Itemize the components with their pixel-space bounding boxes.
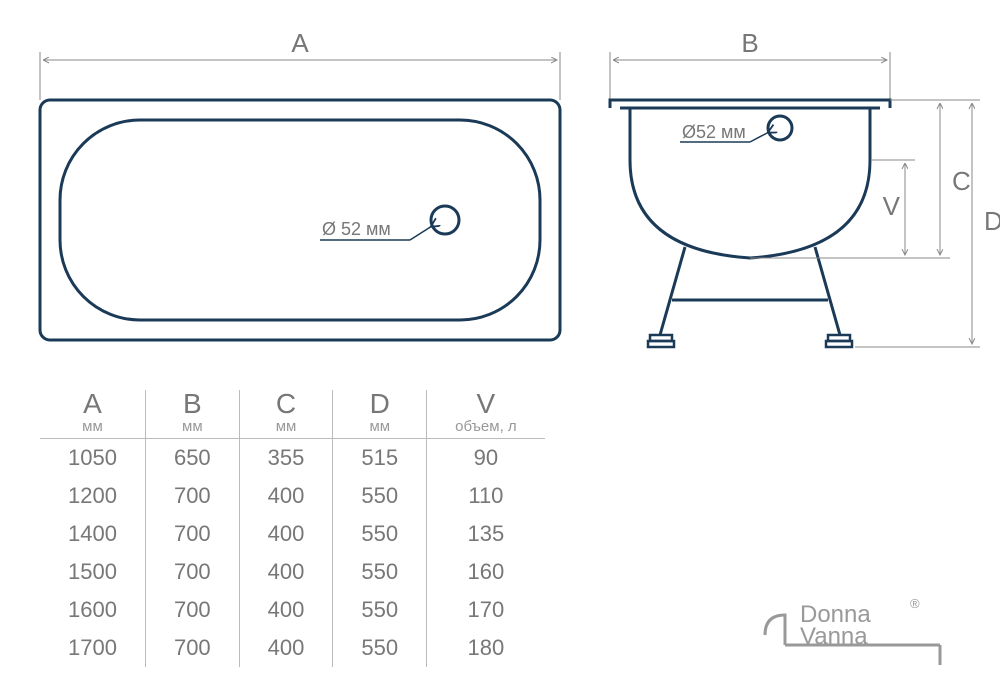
col-letter: C xyxy=(268,390,305,418)
table-cell: 700 xyxy=(145,477,239,515)
diagram-area: A Ø 52 мм B Ø52 мм xyxy=(0,0,1000,370)
col-letter: A xyxy=(68,390,117,418)
col-unit: мм xyxy=(361,418,398,436)
table-row: 105065035551590 xyxy=(40,439,545,478)
table-cell: 400 xyxy=(239,515,333,553)
table-cell: 355 xyxy=(239,439,333,478)
col-unit: мм xyxy=(68,418,117,436)
top-drain-label: Ø 52 мм xyxy=(322,219,391,239)
dim-label-V: V xyxy=(883,191,901,221)
col-unit: мм xyxy=(174,418,211,436)
table-cell: 400 xyxy=(239,477,333,515)
col-letter: B xyxy=(174,390,211,418)
table-cell: 1600 xyxy=(40,591,145,629)
brand-logo: Donna Vanna ® xyxy=(760,590,960,670)
table-cell: 650 xyxy=(145,439,239,478)
brand-line2: Vanna xyxy=(800,623,868,650)
col-header: Vобъем, л xyxy=(427,390,545,439)
spec-table: AммBммCммDммVобъем, л 105065035551590120… xyxy=(40,390,545,667)
table-cell: 1500 xyxy=(40,553,145,591)
table-cell: 1700 xyxy=(40,629,145,667)
table-cell: 1050 xyxy=(40,439,145,478)
table-cell: 400 xyxy=(239,591,333,629)
table-cell: 400 xyxy=(239,553,333,591)
col-header: Bмм xyxy=(145,390,239,439)
table-cell: 550 xyxy=(333,515,427,553)
table-cell: 170 xyxy=(427,591,545,629)
table-cell: 1200 xyxy=(40,477,145,515)
table-cell: 180 xyxy=(427,629,545,667)
table-cell: 550 xyxy=(333,553,427,591)
col-unit: мм xyxy=(268,418,305,436)
table-cell: 550 xyxy=(333,477,427,515)
brand-registered: ® xyxy=(910,596,920,611)
table-row: 1200700400550110 xyxy=(40,477,545,515)
table-cell: 135 xyxy=(427,515,545,553)
col-header: Cмм xyxy=(239,390,333,439)
table-cell: 1400 xyxy=(40,515,145,553)
table-cell: 515 xyxy=(333,439,427,478)
table-cell: 700 xyxy=(145,591,239,629)
dim-label-C: C xyxy=(952,166,971,196)
table-row: 1700700400550180 xyxy=(40,629,545,667)
table-cell: 700 xyxy=(145,515,239,553)
end-drain-label: Ø52 мм xyxy=(682,122,746,142)
technical-drawing: A Ø 52 мм B Ø52 мм xyxy=(0,0,1000,370)
table-cell: 160 xyxy=(427,553,545,591)
table-row: 1400700400550135 xyxy=(40,515,545,553)
table-cell: 550 xyxy=(333,591,427,629)
table-row: 1600700400550170 xyxy=(40,591,545,629)
table-cell: 90 xyxy=(427,439,545,478)
col-letter: V xyxy=(455,390,517,418)
col-header: Dмм xyxy=(333,390,427,439)
top-view: A Ø 52 мм xyxy=(40,28,560,340)
col-unit: объем, л xyxy=(455,418,517,436)
dim-label-B: B xyxy=(741,28,758,58)
dim-label-D: D xyxy=(984,206,1000,236)
col-letter: D xyxy=(361,390,398,418)
table-cell: 700 xyxy=(145,629,239,667)
table-cell: 110 xyxy=(427,477,545,515)
table-cell: 550 xyxy=(333,629,427,667)
end-view: B Ø52 мм V C D xyxy=(610,28,1000,347)
table-cell: 400 xyxy=(239,629,333,667)
table-row: 1500700400550160 xyxy=(40,553,545,591)
dim-label-A: A xyxy=(291,28,309,58)
table-cell: 700 xyxy=(145,553,239,591)
col-header: Aмм xyxy=(40,390,145,439)
